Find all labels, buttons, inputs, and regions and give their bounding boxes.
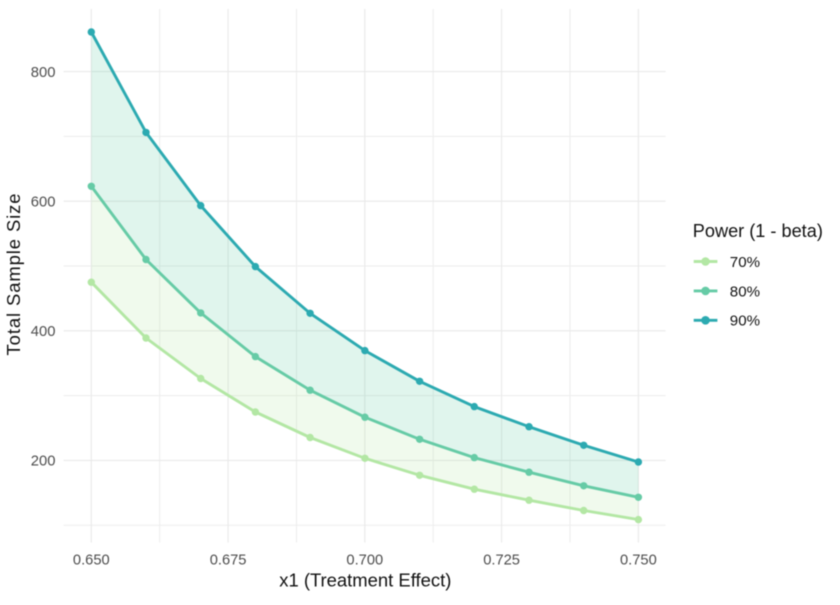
svg-text:400: 400 [31,324,56,340]
svg-text:0.650: 0.650 [73,553,110,569]
svg-text:80%: 80% [730,283,760,300]
svg-text:x1 (Treatment Effect): x1 (Treatment Effect) [279,570,451,591]
svg-text:Power (1 - beta): Power (1 - beta) [693,221,823,241]
svg-text:Total Sample Size: Total Sample Size [3,193,24,356]
svg-text:90%: 90% [730,313,760,330]
svg-text:200: 200 [31,454,56,470]
svg-text:0.750: 0.750 [620,553,657,569]
svg-text:70%: 70% [730,254,760,271]
svg-text:800: 800 [31,65,56,81]
svg-text:0.675: 0.675 [210,553,247,569]
svg-text:600: 600 [31,194,56,210]
svg-text:0.725: 0.725 [483,553,520,569]
svg-text:0.700: 0.700 [346,553,383,569]
